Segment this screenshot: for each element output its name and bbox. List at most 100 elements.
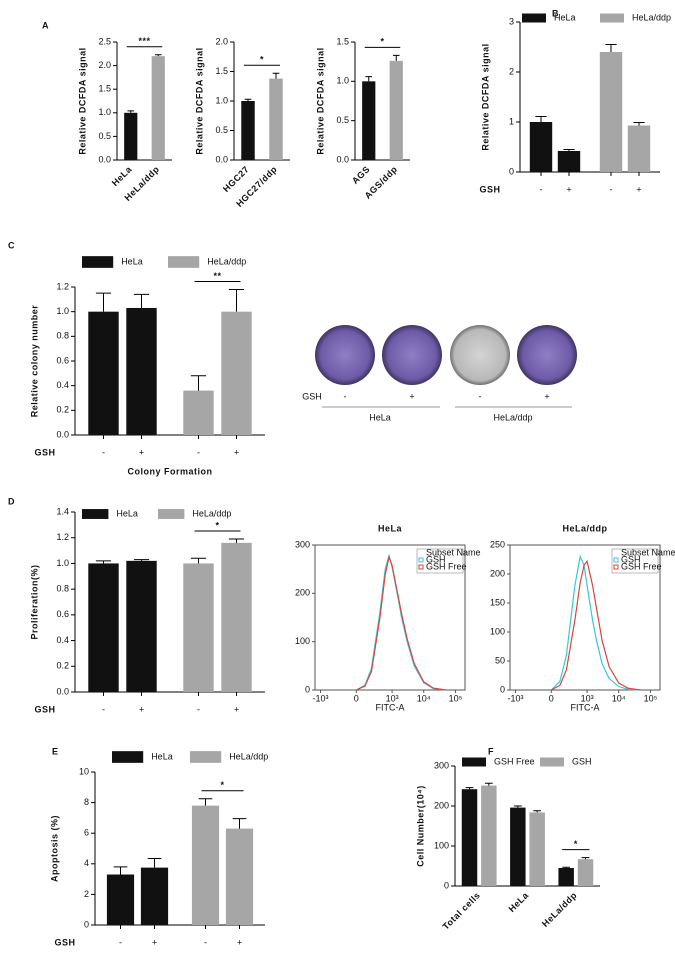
y-tick-label: 8 xyxy=(84,797,89,807)
error-bar xyxy=(605,44,617,52)
legend-swatch xyxy=(462,757,486,767)
y-tick-label: 0 xyxy=(500,684,505,694)
y-tick-label: 200 xyxy=(295,588,310,598)
group-label: HeLa xyxy=(369,412,391,422)
legend-label: GSH Free xyxy=(494,756,535,766)
sign: - xyxy=(479,391,482,401)
y-tick-label: 0.0 xyxy=(56,429,69,439)
y-tick-label: 3 xyxy=(509,16,514,26)
y-tick-label: 0.0 xyxy=(56,686,69,696)
x-tick-label: - xyxy=(197,704,200,714)
y-tick-label: 200 xyxy=(490,568,505,578)
y-tick-label: 150 xyxy=(490,597,505,607)
error-bar xyxy=(190,375,207,391)
y-tick-label: 1.5 xyxy=(215,66,228,76)
y-tick-label: 0.8 xyxy=(56,584,69,594)
bar xyxy=(529,812,545,886)
legend-swatch xyxy=(418,557,424,563)
y-tick-label: 4 xyxy=(84,858,89,868)
legend-box xyxy=(611,548,659,574)
error-bar xyxy=(228,288,245,312)
x-tick-label: - xyxy=(102,704,105,714)
y-tick-label: 0.0 xyxy=(215,154,228,164)
y-tick-label: 0.0 xyxy=(98,154,111,164)
legend-label: HeLa xyxy=(151,751,173,761)
histogram-line xyxy=(356,554,446,691)
error-bar xyxy=(198,798,213,806)
x-tick-label: - xyxy=(119,937,122,947)
bar xyxy=(106,874,135,925)
y-tick-label: 0.2 xyxy=(56,405,69,415)
x-tick-label: - xyxy=(197,447,200,457)
colony-image: GSH - + - + HeLa HeLa/ddp xyxy=(302,325,577,422)
y-tick-label: 1.0 xyxy=(215,95,228,105)
x-axis-title: Colony Formation xyxy=(128,466,213,476)
legend-swatch xyxy=(82,509,109,519)
significance-label: * xyxy=(215,520,219,530)
legend-swatch xyxy=(82,256,114,268)
y-tick-label: 100 xyxy=(490,626,505,636)
x-tick-label: 10⁵ xyxy=(644,693,658,703)
y-tick-label: 0.5 xyxy=(336,115,349,125)
bar xyxy=(599,52,623,172)
error-bar xyxy=(147,857,162,868)
y-tick-label: 2 xyxy=(509,66,514,76)
x-tick-label: + xyxy=(566,184,571,194)
error-bar xyxy=(244,98,252,101)
legend-label: HeLa xyxy=(121,256,143,266)
y-tick-label: 0.4 xyxy=(56,635,69,645)
bar xyxy=(557,151,581,172)
x-tick-label: 10⁴ xyxy=(612,693,626,703)
bar xyxy=(88,563,119,692)
significance-label: * xyxy=(380,37,384,47)
y-tick-label: 0 xyxy=(509,166,514,176)
error-bar xyxy=(392,54,400,61)
y-tick-label: 1.0 xyxy=(98,107,111,117)
x-row-label: GSH xyxy=(34,447,55,457)
y-tick-label: 200 xyxy=(434,800,449,810)
legend-label: GSH Free xyxy=(621,561,662,571)
panel-label: B xyxy=(552,8,559,18)
x-tick-label: 0 xyxy=(354,693,359,703)
y-tick-label: 1.2 xyxy=(56,281,69,291)
bar xyxy=(627,125,651,172)
error-bar xyxy=(127,110,135,113)
bar xyxy=(126,307,157,435)
sign: + xyxy=(544,391,549,401)
y-tick-label: 0.8 xyxy=(56,331,69,341)
x-tick-label: -10³ xyxy=(313,693,329,703)
legend-swatch xyxy=(600,13,624,23)
x-tick-label: + xyxy=(234,704,239,714)
plate xyxy=(315,325,375,385)
bar xyxy=(558,868,574,886)
y-tick-label: 2.5 xyxy=(98,36,111,46)
error-bar xyxy=(465,787,474,790)
error-bar xyxy=(228,538,245,543)
x-tick-label: + xyxy=(139,447,144,457)
error-bar xyxy=(484,782,493,786)
legend-label: HeLa/ddp xyxy=(192,508,231,518)
x-tick-label: + xyxy=(234,447,239,457)
y-axis-label: Relative DCFDA signal xyxy=(77,47,87,154)
y-tick-label: 50 xyxy=(495,655,505,665)
y-tick-label: 2.0 xyxy=(215,36,228,46)
x-row-label: GSH xyxy=(34,704,55,714)
significance-label: *** xyxy=(138,36,150,46)
error-bar xyxy=(633,122,645,126)
error-bar xyxy=(133,293,150,308)
significance-label: * xyxy=(574,839,578,849)
error-bar xyxy=(563,149,575,151)
legend-swatch xyxy=(613,557,619,563)
legend-swatch xyxy=(418,564,424,570)
legend-label: HeLa/ddp xyxy=(632,12,671,22)
x-axis-label: FITC-A xyxy=(571,702,600,712)
y-tick-label: 1.5 xyxy=(98,84,111,94)
y-tick-label: 100 xyxy=(295,636,310,646)
x-tick-label: + xyxy=(152,937,157,947)
y-tick-label: 0 xyxy=(444,880,449,890)
x-row-label: GSH xyxy=(54,937,75,947)
plate xyxy=(382,325,442,385)
x-tick-label: 10⁴ xyxy=(417,693,431,703)
